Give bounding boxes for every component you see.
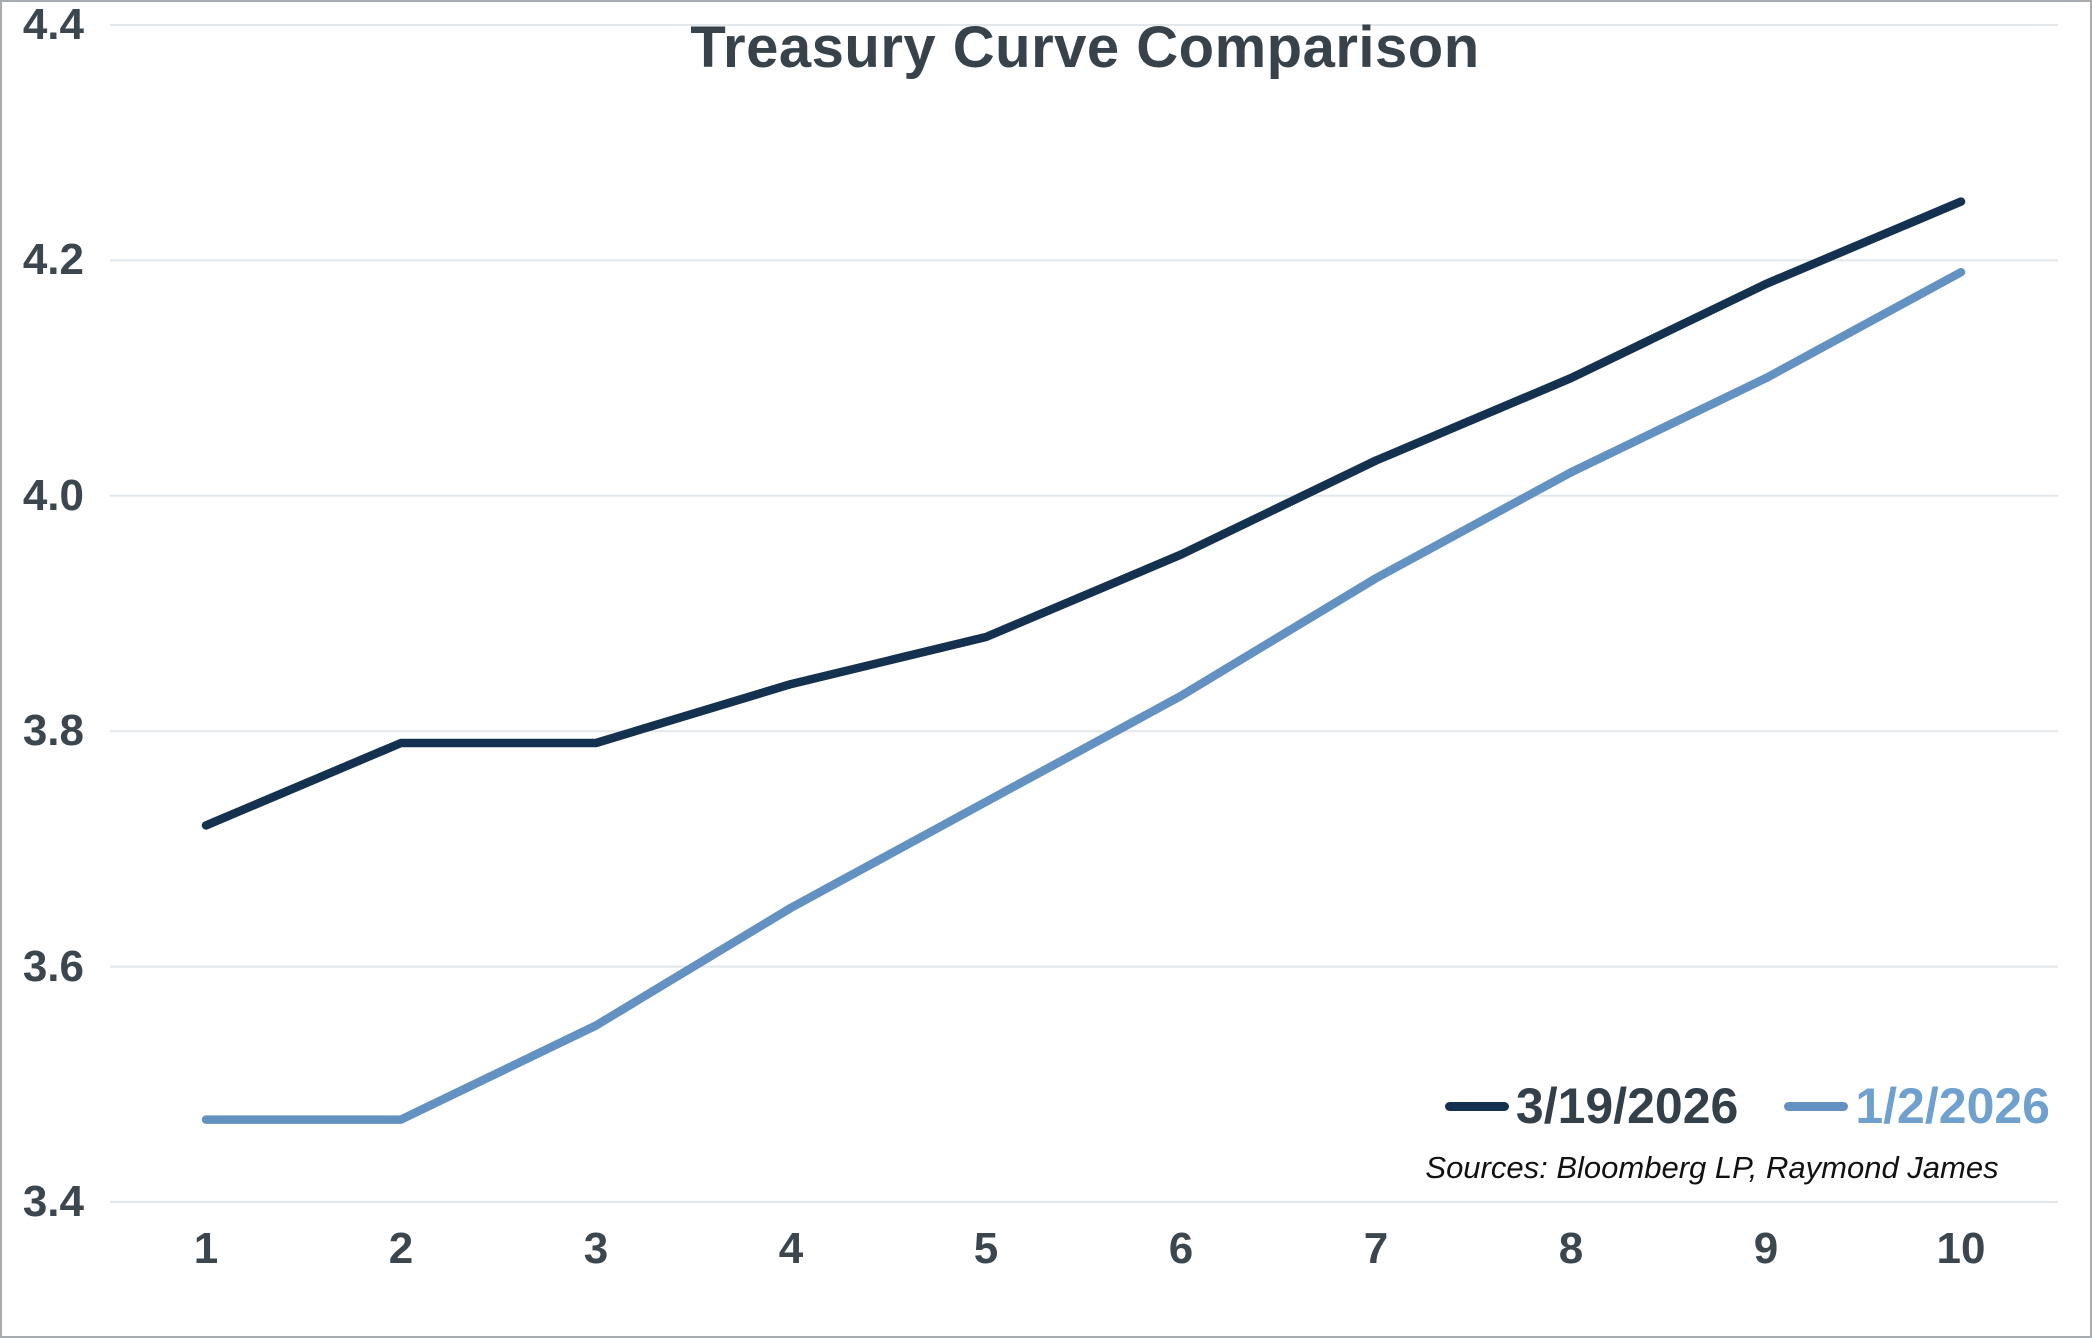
x-axis-tick-label: 5	[973, 1224, 999, 1273]
x-axis-tick-label: 4	[778, 1224, 804, 1273]
x-axis-tick-label: 2	[388, 1224, 414, 1273]
x-axis-tick-label: 1	[193, 1224, 219, 1273]
legend-label-series2: 1/2/2026	[1855, 1078, 2050, 1134]
x-axis-tick-label: 8	[1558, 1224, 1584, 1273]
source-note: Sources: Bloomberg LP, Raymond James	[1425, 1150, 1999, 1185]
legend-line-swatch-dark-icon	[1444, 1101, 1509, 1111]
y-axis-tick-label: 4.4	[22, 0, 84, 49]
y-axis-tick-label: 3.6	[22, 941, 84, 991]
legend-item-series1: 3/19/2026	[1444, 1078, 1739, 1134]
x-axis-tick-label: 10	[1936, 1224, 1986, 1273]
x-axis-tick-label: 6	[1168, 1224, 1194, 1273]
y-axis-tick-label: 4.2	[22, 235, 84, 285]
y-axis-tick-label: 4.0	[22, 470, 84, 520]
x-axis-tick-label: 7	[1363, 1224, 1389, 1273]
chart-title: Treasury Curve Comparison	[690, 15, 1480, 80]
legend: 3/19/2026 1/2/2026	[1444, 1078, 2050, 1134]
x-axis-tick-label: 9	[1753, 1224, 1779, 1273]
legend-item-series2: 1/2/2026	[1784, 1078, 2050, 1134]
x-axis-tick-label: 3	[583, 1224, 609, 1273]
legend-label-series1: 3/19/2026	[1515, 1078, 1739, 1134]
legend-line-swatch-blue-icon	[1784, 1101, 1849, 1111]
y-axis-tick-label: 3.8	[22, 706, 84, 756]
y-axis-tick-label: 3.4	[22, 1177, 84, 1226]
